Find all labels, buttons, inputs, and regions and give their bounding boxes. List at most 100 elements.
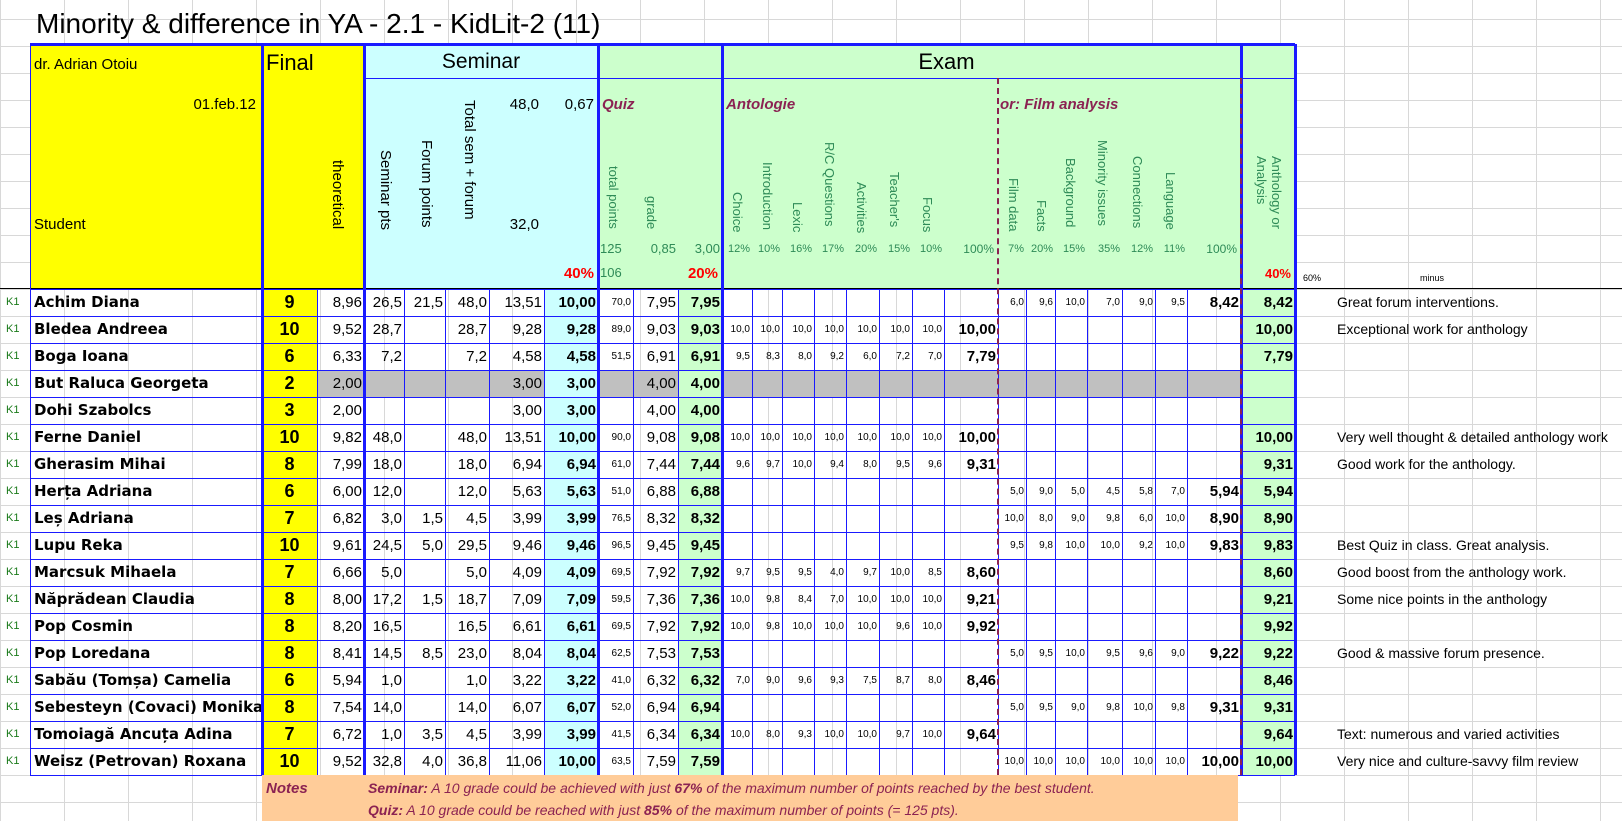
film-score [1122,397,1155,424]
quiz-raw-grade: 6,91 [646,348,676,365]
grid-line [30,586,1295,587]
antologie-score: 10,0 [890,324,910,335]
seminar-grade: 6,61 [566,618,596,635]
quiz-grade: 7,59 [690,753,720,770]
film-title: or: Film analysis [1000,96,1119,113]
grid-line [1087,289,1088,775]
film-score [998,316,1026,343]
antologie-score: 10,0 [792,621,812,632]
group-code: K1 [6,647,20,659]
quiz-total-points: 61,0 [611,459,631,470]
anthology-or-analysis-grade: 9,21 [1263,591,1293,608]
antologie-score [722,289,752,316]
film-total [1187,721,1241,748]
seminar-grade-fill [544,694,598,721]
film-score: 10,0 [1033,756,1053,767]
quiz-raw-grade: 7,92 [646,564,676,581]
col-seminar-pts: Seminar pts [377,150,394,231]
seminar-raw-grade: 6,94 [512,456,542,473]
seminar-raw-grade: 7,09 [512,591,542,608]
film-score [1055,343,1087,370]
antologie-score [782,532,814,559]
seminar-grade: 3,00 [566,375,596,392]
antologie-score: 9,5 [736,351,750,362]
film-total: 10,00 [1201,753,1239,770]
aa-grade-fill [1241,343,1295,370]
grid-line [1187,289,1188,775]
antologie-score [814,694,846,721]
anthology-or-analysis-grade: 9,92 [1263,618,1293,635]
seminar-total [445,370,489,397]
quiz-raw-grade: 9,45 [646,537,676,554]
antologie-pct-1: 10% [757,243,780,255]
quiz-grade: 7,92 [690,564,720,581]
antologie-score [752,478,782,505]
film-score: 9,0 [1071,513,1085,524]
quiz-total-points [598,397,633,424]
film-total [1187,424,1241,451]
quiz-raw-grade: 8,32 [646,510,676,527]
film-score [1122,424,1155,451]
final-grade-fill [262,721,317,748]
antologie-score: 10,0 [792,324,812,335]
final-grade-fill [262,532,317,559]
antologie-score: 10,0 [824,621,844,632]
dashed-separator [997,78,999,775]
antologie-score [814,289,846,316]
comment: Good & massive forum presence. [1337,645,1545,661]
film-score: 10,0 [1133,756,1153,767]
film-total [1187,370,1241,397]
quiz-total-points: 62,5 [611,648,631,659]
anthology-or-analysis-grade [1241,397,1295,424]
antologie-pct-2: 16% [789,243,812,255]
theoretical-grade: 6,33 [332,348,362,365]
seminar-total: 48,0 [457,429,487,446]
antologie-score: 10,0 [890,594,910,605]
film-score [1026,424,1055,451]
film-score: 10,0 [1065,756,1085,767]
comment [1337,370,1622,397]
forum-points [404,370,445,397]
seminar-total [445,397,489,424]
seminar-grade-fill [544,343,598,370]
note-seminar: Seminar: A 10 grade could be achieved wi… [368,777,1238,799]
film-score [998,559,1026,586]
film-score: 10,0 [1004,756,1024,767]
antologie-score: 8,5 [928,567,942,578]
anthology-or-analysis-grade: 8,90 [1263,510,1293,527]
quiz-grade-fill [678,694,722,721]
antologie-score: 10,0 [730,621,750,632]
final-grade: 7 [284,724,295,744]
film-pct-1: 20% [1030,243,1053,255]
quiz-grade-fill [678,289,722,316]
grid-line [30,44,31,289]
film-total: 9,83 [1209,537,1239,554]
quiz-grade-fill [678,397,722,424]
grid-line [30,559,1295,560]
student-name: Sebesteyn (Covaci) Monika [34,698,262,716]
antologie-score [782,748,814,775]
teacher-name: dr. Adrian Otoiu [34,56,138,73]
final-grade: 6 [284,481,295,501]
grid-line [30,667,1295,668]
group-code: K1 [6,539,20,551]
section-border [597,44,600,775]
film-score [1122,667,1155,694]
antologie-score: 7,0 [736,675,750,686]
film-score: 6,0 [1139,513,1153,524]
seminar-pts: 24,5 [372,537,402,554]
seminar-total: 36,8 [457,753,487,770]
film-score [1026,343,1055,370]
quiz-grade: 6,34 [690,726,720,743]
student-name: Bledea Andreea [34,320,168,338]
antologie-score [722,478,752,505]
film-score [1026,586,1055,613]
film-total: 8,42 [1209,294,1239,311]
antologie-score [782,640,814,667]
quiz-total-points: 89,0 [611,324,631,335]
quiz-grade: 8,32 [690,510,720,527]
grid-line [1055,289,1056,775]
student-name: Achim Diana [34,293,140,311]
group-code: K1 [6,485,20,497]
